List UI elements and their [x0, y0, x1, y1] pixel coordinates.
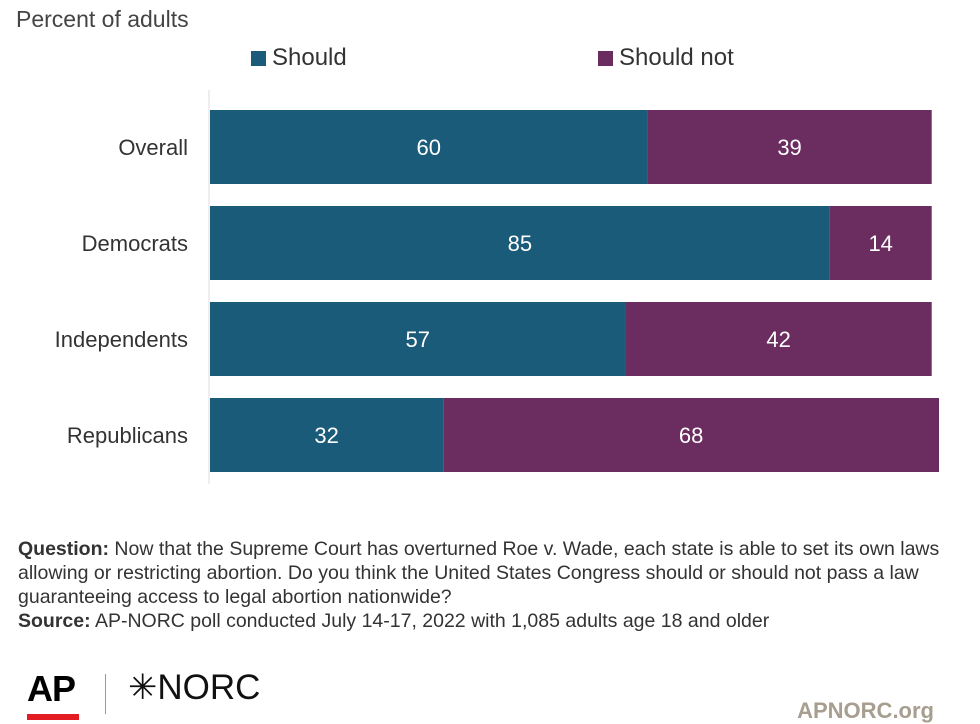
bar-should — [210, 110, 648, 184]
legend-item-should-not: Should not — [598, 44, 734, 72]
data-label: 32 — [314, 423, 338, 448]
bar-should-not — [647, 110, 932, 184]
question-text: Now that the Supreme Court has overturne… — [18, 538, 940, 608]
bar-should — [210, 398, 444, 472]
legend-label-should-not: Should not — [619, 44, 734, 71]
chart-notes: Question: Now that the Supreme Court has… — [18, 537, 968, 633]
category-label: Democrats — [82, 231, 188, 256]
ap-logo: AP — [27, 668, 76, 709]
data-label: 57 — [406, 327, 430, 352]
logo-divider — [105, 674, 106, 714]
legend-item-should: Should — [251, 44, 347, 72]
legend-swatch-should — [251, 50, 266, 66]
legend-swatch-should-not — [598, 50, 613, 66]
question-label: Question: — [18, 538, 109, 560]
question-note: Question: Now that the Supreme Court has… — [18, 537, 968, 609]
legend-label-should: Should — [272, 44, 347, 71]
bar-should-not — [625, 302, 932, 376]
data-label: 85 — [508, 231, 532, 256]
bar-should — [210, 206, 830, 280]
stacked-bar-chart: Overall 60 39 Democrats 85 14 Independents 57 42… — [55, 90, 939, 484]
source-note: Source: AP-NORC poll conducted July 14-1… — [18, 609, 968, 633]
category-label: Independents — [55, 327, 188, 352]
site-url: APNORC.org — [797, 698, 934, 723]
data-label: 39 — [777, 135, 801, 160]
chart-subtitle: Percent of adults — [16, 6, 189, 32]
bar-should-not — [829, 206, 932, 280]
chart-legend: Should Should not — [0, 44, 980, 74]
category-label: Overall — [118, 135, 188, 160]
source-label: Source: — [18, 610, 91, 632]
bar-should — [210, 302, 626, 376]
source-text: AP-NORC poll conducted July 14-17, 2022 … — [94, 610, 770, 632]
data-label: 68 — [679, 423, 703, 448]
data-label: 42 — [766, 327, 790, 352]
norc-logo: ✳NORC — [128, 668, 261, 707]
ap-logo-underline — [27, 714, 79, 720]
data-label: 14 — [868, 231, 892, 256]
data-label: 60 — [416, 135, 440, 160]
bar-should-not — [443, 398, 939, 472]
category-label: Republicans — [67, 423, 188, 448]
